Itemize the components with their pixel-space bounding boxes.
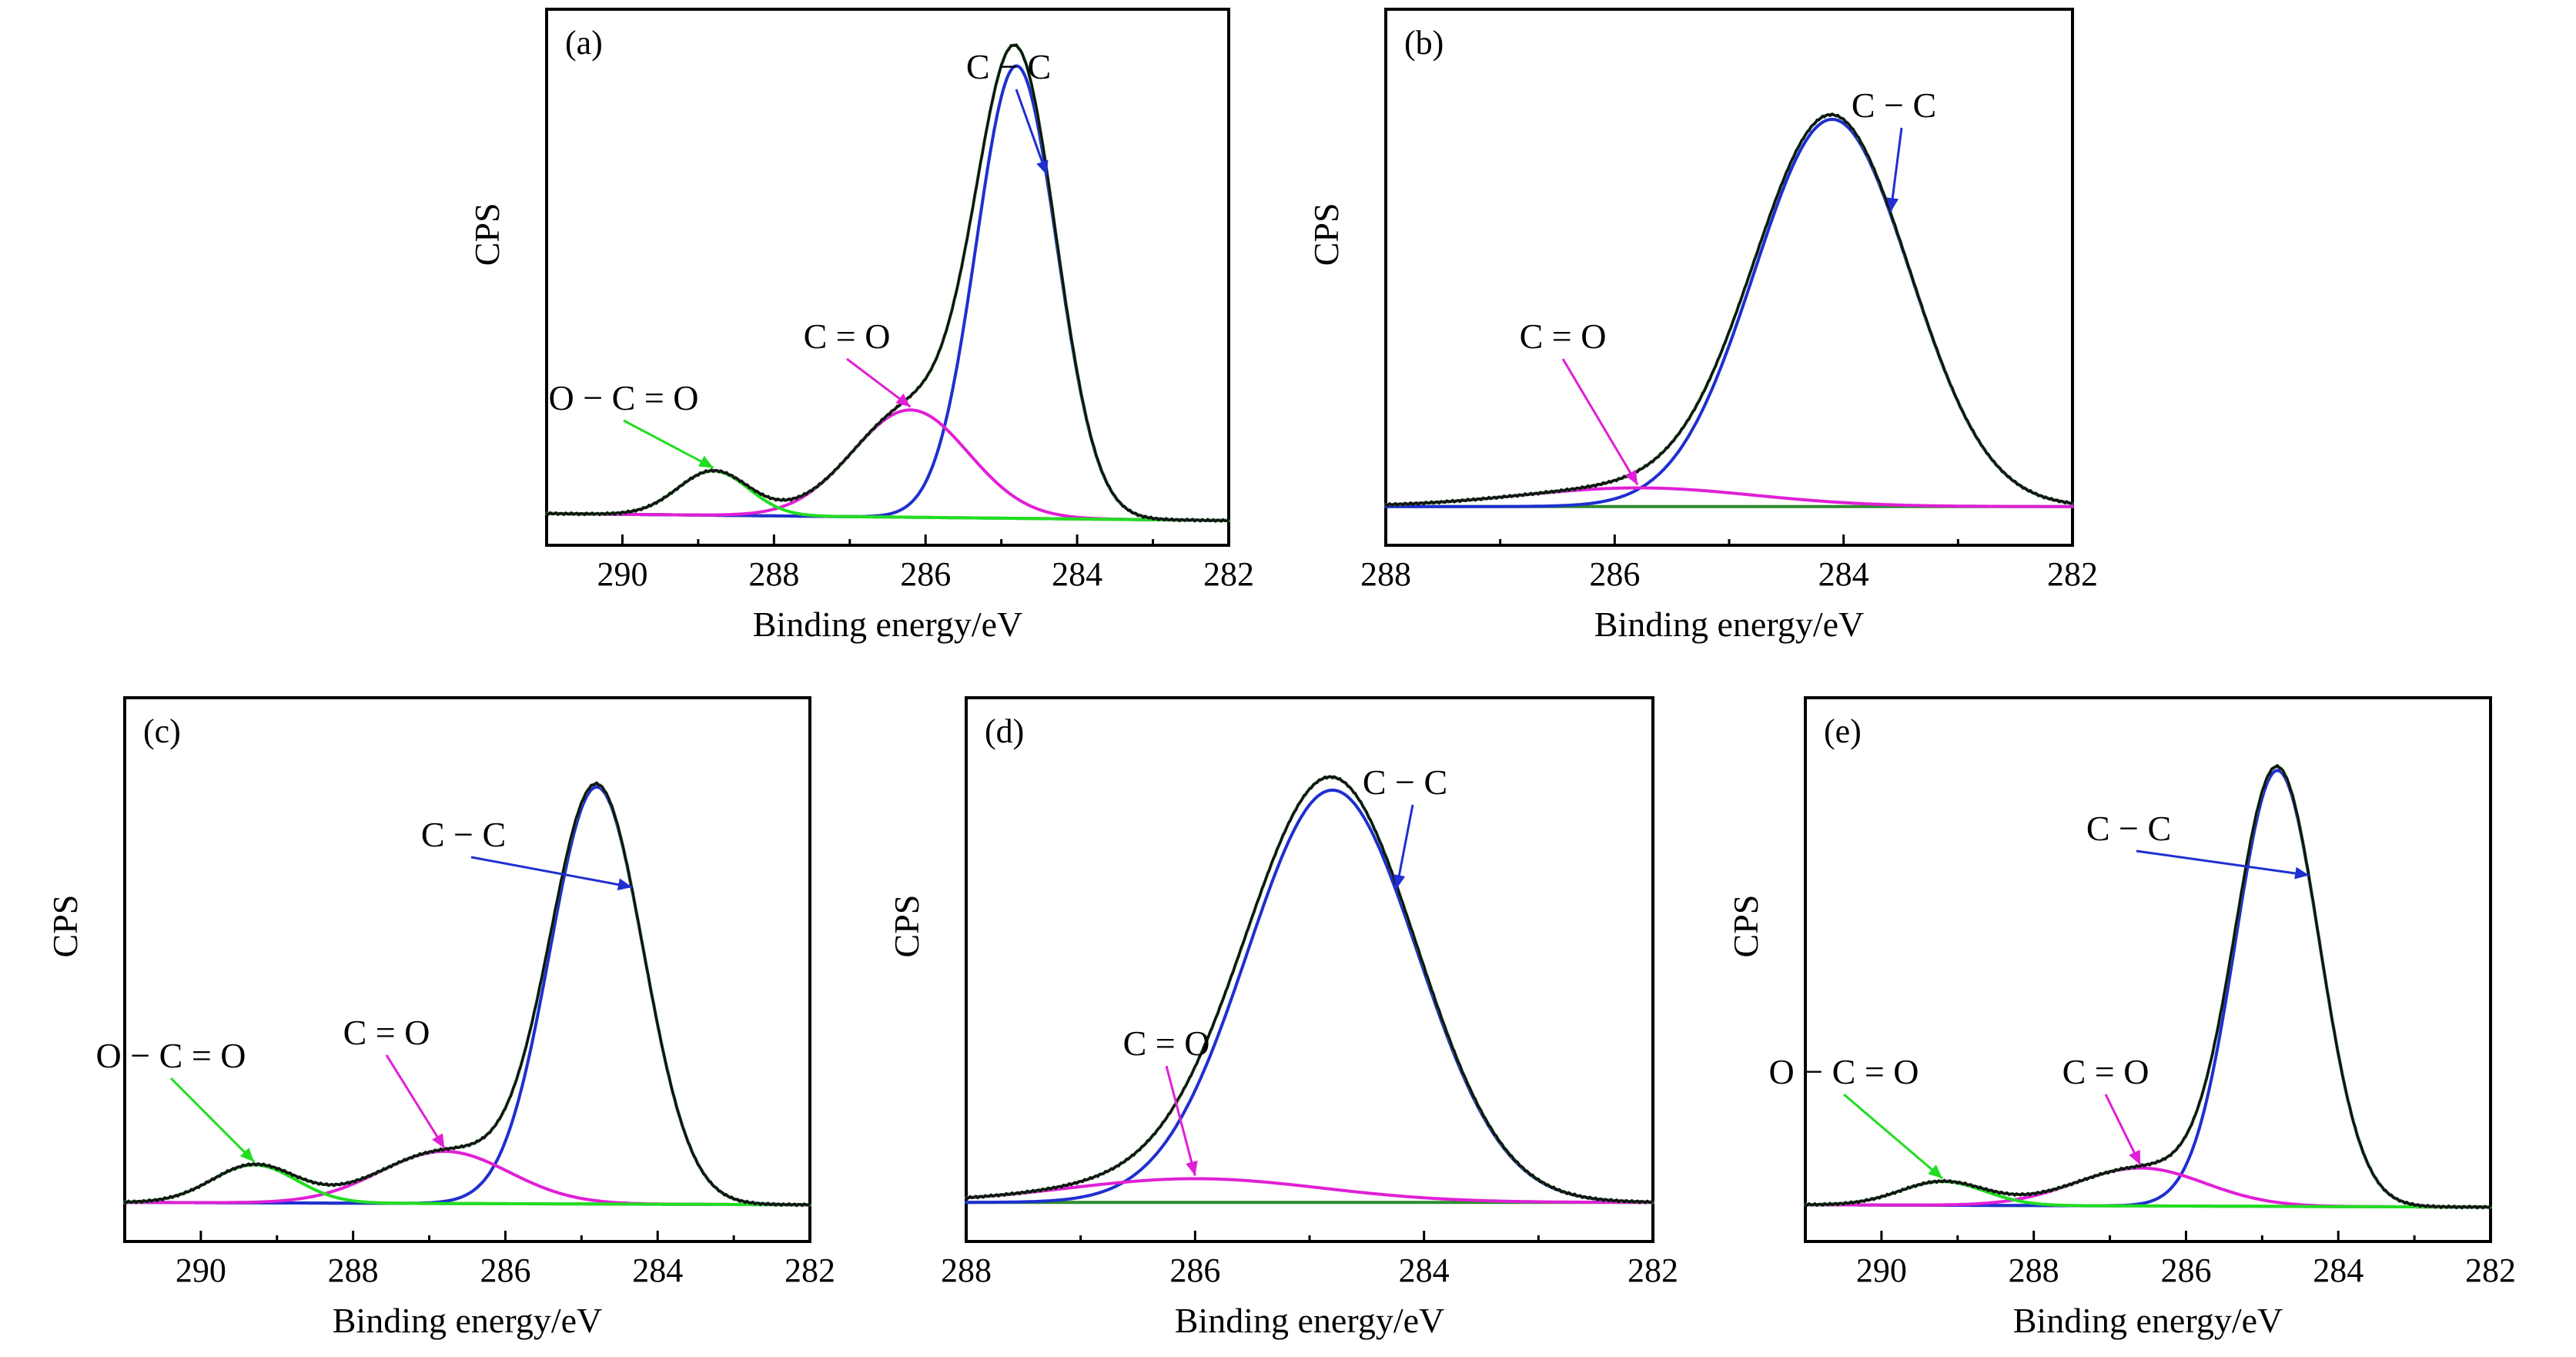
measured-spectrum-line (1384, 112, 2074, 507)
x-tick-label: 284 (1052, 555, 1102, 593)
peak-annotation: C = O (343, 1013, 430, 1052)
annotation-arrow (385, 1054, 446, 1149)
annotation-arrowhead (1886, 197, 1899, 213)
envelope-fit-line (545, 43, 1230, 522)
peak-annotation: C = O (2062, 1052, 2149, 1091)
annotation-arrowhead (2294, 866, 2310, 880)
panel-c: 290 288 286 284 282 Binding energy/eV CPS (c) C … (45, 696, 835, 1340)
peak-annotation: O − C = O (1768, 1052, 1919, 1091)
annotation-arrow (1561, 358, 1639, 486)
component-cc-line (1384, 118, 2074, 508)
x-tick-label: 286 (1589, 555, 1640, 593)
x-tick-label: 286 (1169, 1251, 1220, 1289)
x-axis-label: Binding energy/eV (1175, 1301, 1444, 1340)
peak-annotation: O − C = O (548, 378, 698, 417)
x-tick-label: 284 (1399, 1251, 1450, 1289)
panel-label: (e) (1824, 712, 1862, 750)
peak-annotation: C − C (1363, 762, 1447, 802)
annotation-arrow (1843, 1093, 1943, 1180)
annotation-arrowhead (432, 1133, 445, 1148)
x-tick-label: 288 (1360, 555, 1411, 593)
peak-annotation: C = O (804, 317, 891, 356)
x-tick-label: 282 (1628, 1251, 1678, 1289)
x-tick-label: 288 (748, 555, 799, 593)
panel-label: (c) (143, 712, 181, 750)
component-cc-line (965, 789, 1654, 1205)
annotation-arrowhead (698, 455, 714, 468)
panel-e: 290 288 286 284 282 Binding energy/eV CPS (e) C … (1726, 696, 2516, 1340)
annotation-arrow (1015, 89, 1049, 176)
x-tick-label: 288 (941, 1251, 992, 1289)
x-tick-label: 286 (2160, 1251, 2211, 1289)
plot-frame (1384, 8, 2074, 547)
peak-annotation: O − C = O (95, 1036, 246, 1075)
x-tick-label: 288 (328, 1251, 379, 1289)
annotation-arrowhead (1186, 1161, 1198, 1176)
panel-d: 288 286 284 282 Binding energy/eV CPS (d) C − C… (887, 696, 1678, 1340)
x-tick-label: 284 (1818, 555, 1869, 593)
peak-annotation: C = O (1520, 317, 1607, 356)
annotation-arrow (1165, 1065, 1196, 1176)
x-tick-label: 290 (1856, 1251, 1907, 1289)
peak-annotation: C = O (1123, 1024, 1210, 1063)
annotation-arrow (1889, 127, 1903, 213)
x-tick-label: 282 (1203, 555, 1254, 593)
x-axis-label: Binding energy/eV (1594, 605, 1864, 644)
annotation-arrowhead (239, 1148, 255, 1162)
measured-spectrum-line (545, 43, 1230, 523)
plot-frame (1804, 696, 2492, 1243)
x-tick-label: 282 (785, 1251, 835, 1289)
annotation-arrow (623, 419, 714, 469)
x-tick-label: 286 (900, 555, 951, 593)
x-tick-label: 286 (480, 1251, 530, 1289)
panel-label: (b) (1404, 24, 1444, 62)
y-axis-label: CPS (1306, 203, 1346, 266)
envelope-fit-line (1384, 112, 2074, 507)
x-tick-label: 284 (2313, 1251, 2364, 1289)
y-axis-label: CPS (1726, 895, 1765, 958)
measured-spectrum-line (1804, 764, 2492, 1210)
annotation-arrowhead (1393, 874, 1406, 890)
annotation-arrow (470, 856, 633, 889)
y-axis-label: CPS (467, 203, 507, 266)
x-axis-label: Binding energy/eV (753, 605, 1022, 644)
peak-annotation: C − C (1852, 85, 1936, 125)
peak-annotation: C − C (966, 47, 1051, 86)
plot-frame (965, 696, 1654, 1243)
x-tick-label: 284 (632, 1251, 683, 1289)
peak-annotation: C − C (421, 815, 506, 854)
annotation-arrowhead (2129, 1149, 2141, 1165)
annotation-arrowhead (617, 878, 632, 891)
y-axis-label: CPS (45, 895, 85, 958)
x-tick-label: 282 (2465, 1251, 2516, 1289)
plot-frame (545, 8, 1230, 547)
measured-spectrum-line (123, 781, 811, 1208)
x-axis-label: Binding energy/eV (2013, 1301, 2283, 1340)
annotation-arrowhead (1625, 469, 1638, 485)
plot-frame (123, 696, 811, 1243)
annotation-arrowhead (1928, 1164, 1942, 1179)
envelope-fit-line (965, 775, 1654, 1204)
x-tick-label: 290 (176, 1251, 226, 1289)
annotation-arrow (169, 1077, 256, 1163)
x-tick-label: 290 (597, 555, 647, 593)
measured-spectrum-line (965, 775, 1654, 1205)
x-tick-label: 288 (2009, 1251, 2059, 1289)
x-tick-label: 282 (2047, 555, 2098, 593)
peak-annotation: C − C (2086, 809, 2171, 848)
annotation-arrow (1395, 804, 1414, 890)
component-co-line (965, 1177, 1654, 1205)
annotation-arrowhead (895, 393, 911, 407)
panel-b: 288 286 284 282 Binding energy/eV CPS (b) C − C… (1306, 8, 2098, 644)
panel-label: (a) (565, 24, 603, 62)
panel-a: 290 288 286 284 282 Binding energy/eV CPS (a) C … (467, 8, 1254, 644)
annotation-arrowhead (1036, 159, 1049, 176)
y-axis-label: CPS (887, 895, 926, 958)
annotation-arrow (2136, 849, 2310, 876)
component-cc-line (545, 64, 1230, 522)
x-axis-label: Binding energy/eV (333, 1301, 602, 1340)
panel-label: (d) (985, 712, 1024, 750)
